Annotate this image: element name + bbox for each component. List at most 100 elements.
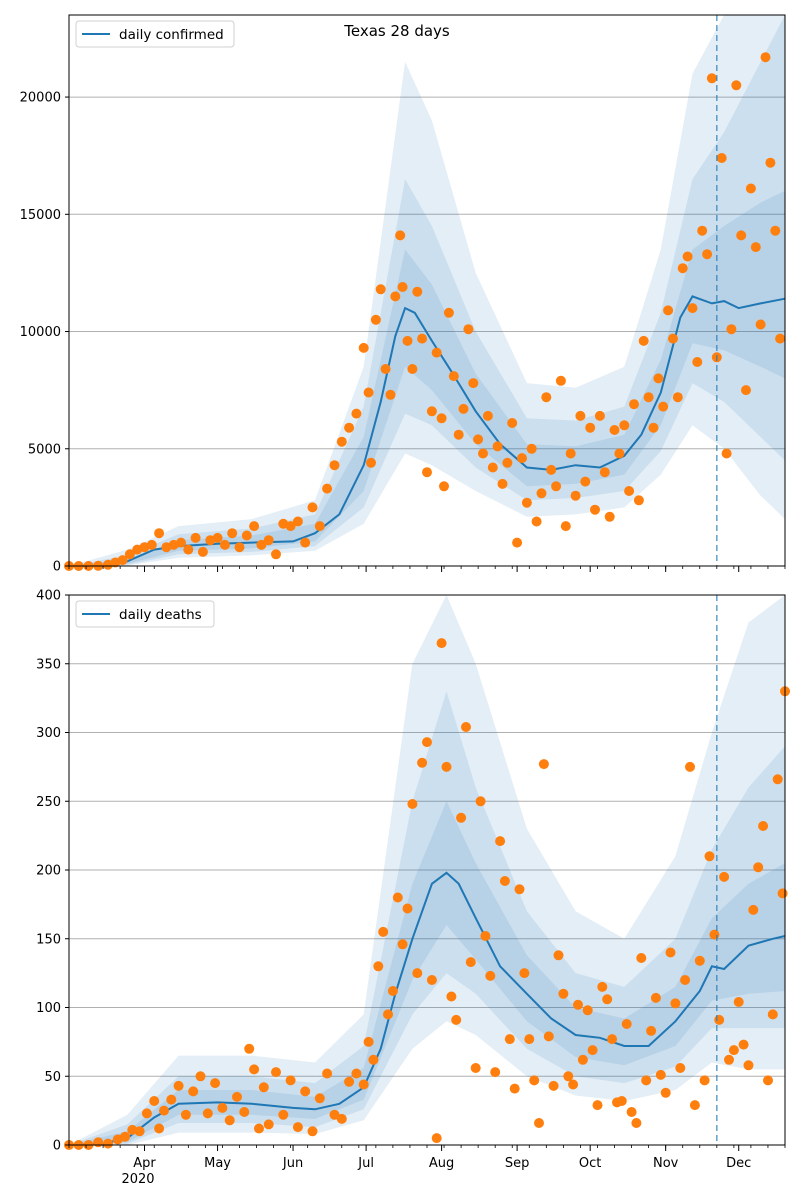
deaths-observed-point [514,884,525,895]
confirmed-band95 [69,15,785,566]
confirmed-observed-point [285,521,296,532]
confirmed-observed-point [395,230,406,241]
deaths-observed-point [446,991,457,1002]
confirmed-observed-point [146,539,157,550]
confirmed-observed-point [197,546,208,557]
confirmed-observed-point [431,347,442,358]
deaths-observed-point [582,1005,593,1016]
deaths-observed-point [694,955,705,966]
confirmed-observed-point [619,420,630,431]
confirmed-observed-point [497,478,508,489]
deaths-observed-point [636,953,647,963]
confirmed-x-axis [68,566,786,572]
deaths-observed-point [616,1096,627,1106]
x-tick-label: May [204,1156,231,1171]
confirmed-observed-point [692,357,703,367]
deaths-y-tick-label: 150 [36,932,61,947]
confirmed-observed-point [468,378,479,389]
deaths-observed-point [641,1075,652,1086]
confirmed-observed-point [736,230,747,241]
confirmed-observed-point [344,422,355,433]
confirmed-observed-point [436,413,447,424]
deaths-observed-point [436,638,447,649]
deaths-observed-point [426,975,437,985]
deaths-observed-point [465,957,476,968]
deaths-observed-point [134,1126,145,1137]
confirmed-observed-point [575,410,586,421]
confirmed-observed-point [397,282,408,292]
confirmed-legend: daily confirmed [75,20,235,48]
deaths-observed-point [587,1045,598,1056]
confirmed-observed-point [307,502,318,513]
confirmed-observed-point [609,425,620,435]
deaths-observed-point [689,1100,700,1111]
deaths-observed-point [529,1075,540,1086]
confirmed-observed-point [124,549,135,560]
confirmed-observed-point [422,467,432,478]
confirmed-observed-point [390,291,401,302]
deaths-observed-point [344,1076,355,1087]
confirmed-observed-point [117,555,128,566]
confirmed-observed-point [565,448,576,459]
confirmed-observed-point [358,342,369,353]
x-axis-year-label: 2020 [121,1172,154,1187]
confirmed-observed-point [536,488,547,499]
deaths-observed-point [392,892,403,903]
confirmed-observed-point [541,392,552,403]
confirmed-observed-point [750,242,761,253]
x-tick-label: Jun [282,1156,303,1171]
x-tick-label: Jul [357,1156,374,1171]
confirmed-observed-point [417,333,428,344]
deaths-band80 [69,691,785,1145]
confirmed-observed-point [697,225,708,236]
deaths-observed-point [402,903,413,914]
deaths-observed-point [621,1019,632,1029]
deaths-legend-label: daily deaths [119,607,202,623]
confirmed-observed-point [176,537,186,548]
deaths-observed-point [461,722,471,732]
confirmed-observed-point [473,434,484,445]
confirmed-observed-point [760,52,771,63]
deaths-observed-point [607,1034,618,1045]
deaths-observed-point [626,1107,637,1117]
deaths-observed-point [422,737,432,748]
x-tick-label: Apr [133,1156,156,1171]
confirmed-observed-point [599,467,610,478]
confirmed-observed-point [370,314,381,325]
confirmed-observed-point [453,429,464,440]
deaths-observed-point [217,1102,228,1113]
confirmed-observed-point [448,371,459,382]
deaths-observed-point [753,862,764,873]
deaths-y-tick-label: 0 [53,1139,61,1154]
confirmed-observed-point [604,511,615,522]
confirmed-observed-point [677,263,688,274]
confirmed-observed-point [560,521,571,532]
confirmed-observed-point [234,542,245,553]
deaths-observed-point [660,1087,671,1098]
deaths-observed-point [397,939,408,950]
deaths-observed-point [431,1133,442,1144]
confirmed-observed-point [154,528,165,539]
confirmed-observed-point [271,549,281,560]
confirmed-observed-point [512,537,523,548]
confirmed-observed-point [351,408,362,419]
deaths-observed-point [351,1068,362,1079]
deaths-observed-point [568,1079,579,1090]
deaths-observed-point [704,851,715,862]
confirmed-observed-point [385,389,396,400]
confirmed-observed-point [585,422,596,433]
deaths-observed-point [504,1034,515,1045]
confirmed-observed-point [517,453,527,464]
chart-title: Texas 28 days [343,22,450,40]
deaths-legend: daily deaths [75,600,215,628]
confirmed-y-axis: 0 5000 10000 15000 20000 [20,91,69,575]
confirmed-y-tick-label: 5000 [28,442,61,457]
deaths-observed-point [524,1034,535,1045]
confirmed-observed-point [770,225,781,236]
chart-deaths: 0 50 100 150 200 250 300 350 400 Apr May Jun Jul Aug… [36,589,790,1187]
deaths-observed-point [271,1067,281,1078]
confirmed-y-tick-label: 15000 [20,208,61,223]
deaths-observed-point [358,1079,369,1090]
confirmed-observed-point [765,157,776,168]
confirmed-observed-point [594,410,605,421]
